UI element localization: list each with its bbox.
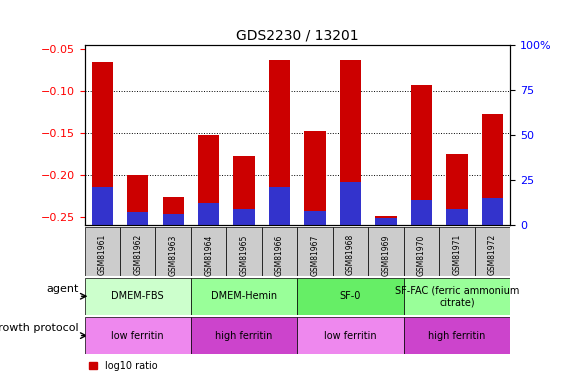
Title: GDS2230 / 13201: GDS2230 / 13201 <box>236 28 359 42</box>
FancyBboxPatch shape <box>156 227 191 276</box>
Text: DMEM-FBS: DMEM-FBS <box>111 291 164 301</box>
FancyBboxPatch shape <box>403 278 510 315</box>
Bar <box>375 218 396 225</box>
FancyBboxPatch shape <box>297 278 403 315</box>
FancyBboxPatch shape <box>439 227 475 276</box>
Bar <box>411 200 432 225</box>
Bar <box>233 209 255 225</box>
FancyBboxPatch shape <box>85 278 191 315</box>
FancyBboxPatch shape <box>403 317 510 354</box>
Text: DMEM-Hemin: DMEM-Hemin <box>211 291 277 301</box>
Legend: log10 ratio, percentile rank within the sample: log10 ratio, percentile rank within the … <box>89 361 270 375</box>
FancyBboxPatch shape <box>120 227 156 276</box>
Text: SF-0: SF-0 <box>340 291 361 301</box>
Bar <box>92 62 113 225</box>
Text: high ferritin: high ferritin <box>216 331 273 340</box>
Bar <box>482 198 503 225</box>
Text: GSM81969: GSM81969 <box>381 234 391 276</box>
Text: GSM81972: GSM81972 <box>488 234 497 275</box>
Bar <box>304 211 326 225</box>
Text: GSM81971: GSM81971 <box>452 234 461 275</box>
Text: growth protocol: growth protocol <box>0 323 79 333</box>
Bar <box>447 209 468 225</box>
FancyBboxPatch shape <box>191 278 297 315</box>
Bar <box>269 60 290 225</box>
Text: GSM81964: GSM81964 <box>204 234 213 276</box>
Bar <box>198 203 219 225</box>
Bar <box>304 131 326 225</box>
Text: low ferritin: low ferritin <box>111 331 164 340</box>
Bar <box>198 135 219 225</box>
Text: GSM81962: GSM81962 <box>134 234 142 275</box>
Text: GSM81967: GSM81967 <box>311 234 319 276</box>
Text: GSM81963: GSM81963 <box>168 234 178 276</box>
FancyBboxPatch shape <box>297 317 403 354</box>
Bar <box>375 216 396 225</box>
Text: SF-FAC (ferric ammonium
citrate): SF-FAC (ferric ammonium citrate) <box>395 285 519 307</box>
Text: GSM81966: GSM81966 <box>275 234 284 276</box>
FancyBboxPatch shape <box>226 227 262 276</box>
Bar <box>447 154 468 225</box>
Text: GSM81970: GSM81970 <box>417 234 426 276</box>
Text: high ferritin: high ferritin <box>429 331 486 340</box>
Text: GSM81961: GSM81961 <box>98 234 107 275</box>
FancyBboxPatch shape <box>191 317 297 354</box>
Bar <box>269 187 290 225</box>
Text: GSM81968: GSM81968 <box>346 234 355 275</box>
Bar <box>482 114 503 225</box>
Bar <box>340 60 361 225</box>
Text: low ferritin: low ferritin <box>324 331 377 340</box>
FancyBboxPatch shape <box>85 227 120 276</box>
Bar <box>411 85 432 225</box>
Bar <box>163 197 184 225</box>
FancyBboxPatch shape <box>475 227 510 276</box>
FancyBboxPatch shape <box>368 227 403 276</box>
FancyBboxPatch shape <box>297 227 333 276</box>
Bar <box>233 156 255 225</box>
FancyBboxPatch shape <box>403 227 439 276</box>
FancyBboxPatch shape <box>262 227 297 276</box>
Bar <box>127 212 148 225</box>
FancyBboxPatch shape <box>333 227 368 276</box>
Bar <box>340 182 361 225</box>
FancyBboxPatch shape <box>191 227 226 276</box>
FancyBboxPatch shape <box>85 317 191 354</box>
Text: agent: agent <box>46 284 79 294</box>
Bar <box>92 187 113 225</box>
Bar <box>163 214 184 225</box>
Bar <box>127 175 148 225</box>
Text: GSM81965: GSM81965 <box>240 234 248 276</box>
